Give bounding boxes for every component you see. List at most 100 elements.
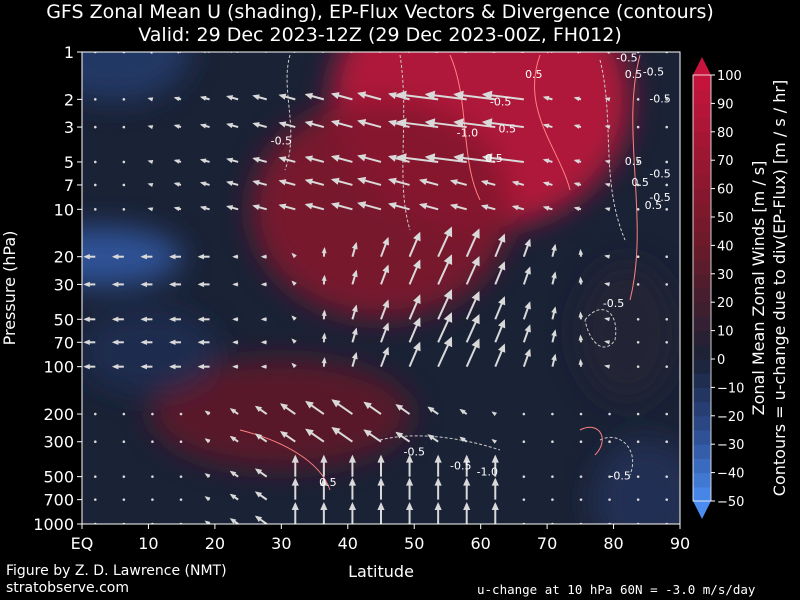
ep-flux-vector	[254, 515, 268, 524]
divergence-contour	[534, 54, 571, 191]
ep-flux-vector	[351, 327, 358, 343]
ep-flux-vector	[199, 205, 210, 211]
ep-flux-vector	[636, 208, 640, 211]
x-tick-label: 60	[470, 534, 490, 553]
ep-flux-vector	[579, 440, 583, 444]
ep-flux-vector	[83, 363, 96, 370]
ep-flux-vector	[199, 181, 210, 187]
ep-flux-vector	[542, 205, 553, 211]
u-change-note: u-change at 10 hPa 60N = -3.0 m/s/day	[477, 582, 756, 597]
ep-flux-vector	[636, 183, 640, 187]
ep-flux-vector	[226, 157, 239, 164]
ep-flux-vector	[604, 207, 611, 212]
wind-shading	[82, 52, 680, 524]
colorbar-segment	[693, 231, 711, 246]
ep-flux-vector	[405, 52, 410, 53]
ep-flux-vector	[304, 155, 325, 163]
ep-flux-vector	[551, 412, 554, 416]
ep-flux-vector	[437, 312, 453, 343]
ep-flux-vector	[636, 160, 640, 164]
ep-flux-vector	[511, 180, 525, 187]
ep-flux-vector	[604, 340, 610, 345]
ep-flux-vector	[291, 502, 299, 524]
ep-flux-vector	[388, 202, 410, 211]
ep-flux-vector	[405, 454, 414, 477]
ep-flux-vector	[252, 122, 267, 129]
ep-flux-vector	[665, 475, 669, 478]
ep-flux-vector	[665, 498, 669, 501]
ep-flux-vector	[252, 156, 267, 163]
ep-flux-vector	[260, 254, 267, 259]
y-tick-label: 5	[64, 153, 74, 172]
x-tick-label: 20	[205, 534, 225, 553]
ep-flux-vector	[321, 332, 327, 343]
ep-flux-vector	[140, 253, 153, 260]
ep-flux-vector	[636, 498, 640, 501]
ep-flux-vector	[522, 238, 531, 258]
ep-flux-vector	[331, 426, 354, 443]
ep-flux-vector	[204, 473, 211, 479]
colorbar-label-contours: Contours = u-change due to div(EP-Flux) …	[770, 80, 789, 496]
colorbar-frame	[692, 74, 712, 502]
colorbar-segment	[693, 131, 711, 147]
ep-flux-vector	[453, 90, 496, 101]
colorbar-segment	[693, 288, 711, 303]
ep-flux-vector	[434, 454, 442, 477]
ep-flux-vector	[522, 266, 531, 285]
ep-flux-vector	[330, 202, 353, 211]
ep-flux-vector	[465, 256, 480, 285]
ep-flux-vector	[348, 477, 357, 500]
ep-flux-vector	[491, 411, 498, 417]
colorbar-segment	[693, 444, 711, 459]
ep-flux-vector	[408, 317, 421, 343]
ep-flux-vector	[252, 94, 267, 101]
ep-flux-vector	[179, 498, 183, 501]
colorbar-segment	[693, 316, 711, 332]
ep-flux-vector	[278, 179, 296, 186]
ep-flux-vector	[260, 282, 267, 287]
ep-flux-vector	[169, 281, 182, 288]
ep-flux-vector	[522, 498, 526, 501]
ep-flux-vector	[111, 363, 124, 370]
y-tick-label: 3	[64, 118, 74, 137]
ep-flux-vector	[665, 160, 669, 164]
ep-flux-vector	[169, 253, 182, 260]
ep-flux-vector	[494, 343, 506, 368]
colorbar-segment	[693, 401, 711, 417]
ep-flux-vector	[608, 475, 611, 478]
ep-flux-vector	[93, 475, 97, 478]
colorbar-segment	[693, 259, 711, 275]
ep-flux-vector	[608, 498, 611, 501]
ep-flux-vector	[573, 206, 582, 212]
ep-flux-vector	[608, 440, 611, 444]
ep-flux-vector	[511, 205, 525, 211]
ep-flux-vector	[579, 412, 583, 416]
wind-feature	[82, 309, 219, 394]
ep-flux-vector	[449, 179, 467, 186]
ep-flux-vector	[408, 231, 421, 258]
contour-label: -1.0	[477, 465, 498, 478]
ep-flux-vector	[573, 159, 582, 164]
ep-flux-vector	[449, 203, 467, 211]
ep-flux-vector	[304, 92, 325, 101]
ep-flux-vector	[604, 125, 611, 130]
ep-flux-vector	[636, 98, 640, 101]
ep-flux-vectors	[83, 52, 669, 524]
ep-flux-vector	[321, 356, 327, 367]
x-axis-label: Latitude	[348, 562, 414, 581]
y-tick-label: 1	[64, 43, 74, 62]
contour-label: 0.5	[525, 68, 543, 81]
ep-flux-vector	[197, 281, 210, 288]
ep-flux-vector	[147, 183, 154, 188]
ep-flux-vector	[199, 123, 210, 129]
ep-flux-vector	[542, 158, 553, 164]
ep-flux-vector	[481, 90, 524, 101]
ep-flux-vector	[83, 253, 96, 260]
ep-flux-vector	[604, 364, 610, 369]
ep-flux-vector	[93, 183, 97, 187]
credit-link[interactable]: stratobserve.com	[6, 580, 129, 596]
ep-flux-vector	[330, 177, 353, 186]
chart-subtitle: Valid: 29 Dec 2023-12Z (29 Dec 2023-00Z,…	[138, 24, 622, 46]
